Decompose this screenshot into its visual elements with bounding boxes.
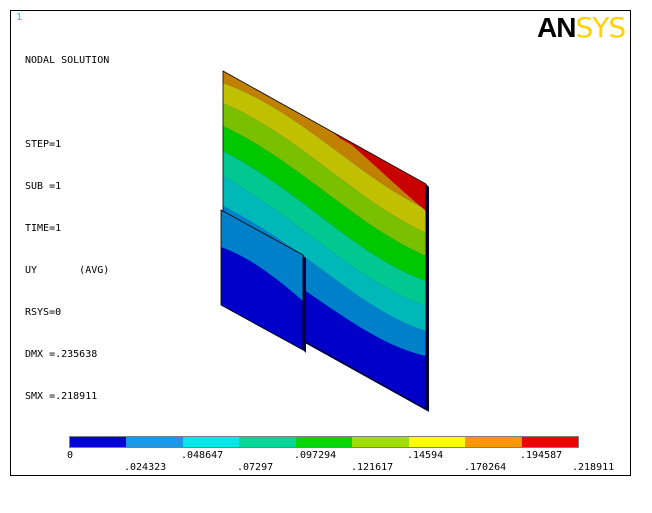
- legend-label: .024323: [124, 462, 167, 473]
- legend-band: [70, 437, 127, 447]
- info-time: TIME=1: [25, 223, 62, 234]
- window-number: 1: [16, 12, 23, 23]
- solution-info: NODAL SOLUTION STEP=1 SUB =1 TIME=1 UY (…: [25, 26, 109, 432]
- info-rsys: RSYS=0: [25, 307, 62, 318]
- legend-band: [182, 437, 240, 447]
- info-dmx: DMX =.235638: [25, 349, 98, 360]
- info-title: NODAL SOLUTION: [25, 55, 110, 66]
- legend-band: [408, 437, 466, 447]
- legend-band: [239, 437, 296, 447]
- legend-label: .048647: [181, 450, 224, 461]
- panel-edge: [426, 184, 429, 412]
- legend-label: .121617: [351, 462, 394, 473]
- legend-band: [521, 437, 578, 447]
- legend-band: [295, 437, 353, 447]
- legend-band: [352, 437, 409, 447]
- legend-label: 0: [67, 450, 74, 461]
- legend-label: .097294: [294, 450, 337, 461]
- legend-label: .07297: [237, 462, 274, 473]
- info-smx: SMX =.218911: [25, 391, 98, 402]
- info-sub: SUB =1: [25, 181, 62, 192]
- legend-label: .194587: [520, 450, 563, 461]
- graphics-viewport[interactable]: 1 NODAL SOLUTION STEP=1 SUB =1 TIME=1 UY…: [10, 10, 631, 476]
- legend-label: .14594: [407, 450, 444, 461]
- info-result: UY (AVG): [25, 265, 110, 276]
- small-panel-outline: [220, 209, 304, 351]
- info-step: STEP=1: [25, 139, 62, 150]
- legend-label: .170264: [464, 462, 507, 473]
- legend-band: [126, 437, 183, 447]
- contour-legend: [69, 436, 579, 448]
- legend-band: [465, 437, 522, 447]
- legend-label: .218911: [572, 462, 615, 473]
- contour-model: [220, 70, 429, 412]
- ansys-logo: ANSYS: [537, 11, 626, 44]
- small-panel-edge: [303, 255, 306, 353]
